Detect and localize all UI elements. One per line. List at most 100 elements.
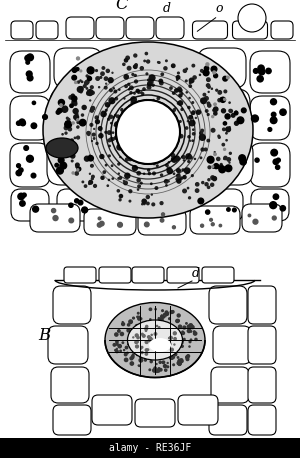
Circle shape [205,97,208,100]
Circle shape [76,166,77,168]
Circle shape [109,98,115,104]
Circle shape [125,85,127,87]
Circle shape [77,121,79,124]
Circle shape [123,124,128,128]
Circle shape [87,93,89,95]
Circle shape [92,133,95,136]
Circle shape [147,349,149,350]
Circle shape [75,82,77,83]
Circle shape [234,111,238,115]
Circle shape [116,100,180,164]
Circle shape [117,115,119,118]
Text: B: B [38,327,50,344]
Circle shape [105,131,107,133]
Circle shape [114,125,115,126]
Circle shape [251,115,258,122]
Circle shape [220,97,226,103]
Circle shape [171,130,174,133]
Circle shape [178,89,182,92]
Circle shape [161,315,163,316]
Circle shape [140,332,142,333]
Circle shape [68,128,71,131]
Circle shape [145,330,147,331]
Circle shape [208,86,210,88]
Circle shape [138,92,140,93]
Circle shape [131,97,136,102]
Circle shape [141,121,144,124]
Text: o: o [215,2,223,15]
Circle shape [157,97,160,99]
Circle shape [224,158,225,159]
Circle shape [136,345,140,348]
Circle shape [189,156,192,159]
Circle shape [181,360,183,362]
Circle shape [167,167,171,171]
Circle shape [132,120,134,121]
Circle shape [130,135,131,136]
Circle shape [188,106,190,109]
Circle shape [196,110,201,114]
FancyBboxPatch shape [248,326,276,364]
Circle shape [130,357,133,360]
Circle shape [176,178,179,180]
Circle shape [205,183,208,186]
Circle shape [66,121,67,122]
Circle shape [204,66,209,71]
Circle shape [169,318,170,320]
Circle shape [147,347,149,349]
Circle shape [275,165,280,169]
Circle shape [90,109,93,112]
Circle shape [157,165,158,167]
Circle shape [76,136,80,139]
Circle shape [74,115,79,120]
Circle shape [96,70,98,71]
Circle shape [160,147,162,150]
Circle shape [151,347,152,348]
Circle shape [189,78,194,83]
Circle shape [103,171,106,173]
Circle shape [104,77,108,80]
Circle shape [128,148,131,152]
Circle shape [89,155,90,156]
Circle shape [69,146,70,148]
Circle shape [136,345,138,348]
Circle shape [156,364,157,365]
Circle shape [143,335,146,337]
Circle shape [177,320,179,322]
Circle shape [183,69,187,72]
Circle shape [71,94,74,98]
Circle shape [122,143,124,145]
Circle shape [147,86,150,88]
Circle shape [154,333,157,335]
FancyBboxPatch shape [178,395,218,425]
Circle shape [203,70,209,76]
Circle shape [158,62,159,63]
Circle shape [135,333,138,337]
Circle shape [273,159,278,164]
Circle shape [133,166,137,170]
Circle shape [160,174,163,176]
Circle shape [166,164,168,166]
Circle shape [143,338,145,341]
Circle shape [164,180,168,183]
Circle shape [143,335,145,337]
Circle shape [160,138,165,143]
Circle shape [155,334,157,336]
Circle shape [171,134,173,136]
Circle shape [159,346,161,348]
Circle shape [201,148,204,151]
Circle shape [126,158,129,161]
Circle shape [280,109,286,115]
Circle shape [26,71,32,77]
Circle shape [77,81,80,83]
Circle shape [242,108,246,113]
Circle shape [189,197,190,199]
Circle shape [147,60,150,63]
Circle shape [165,326,166,327]
Circle shape [148,169,150,171]
FancyBboxPatch shape [92,395,132,425]
Circle shape [188,187,189,189]
Circle shape [177,334,180,337]
Circle shape [152,341,154,343]
Circle shape [91,107,94,110]
